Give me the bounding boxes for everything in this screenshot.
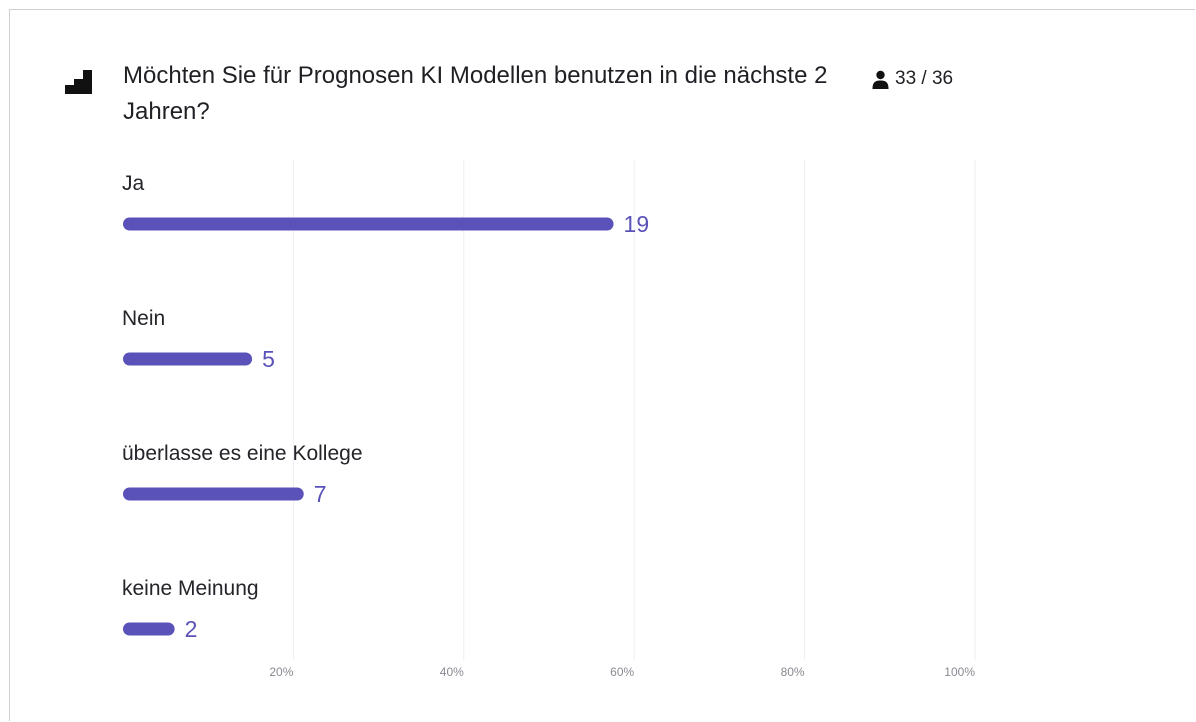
poll-question: Möchten Sie für Prognosen KI Modellen be… <box>123 62 828 125</box>
x-tick-label: 20% <box>269 665 293 679</box>
result-bar <box>123 622 175 636</box>
x-tick-label: 80% <box>781 665 805 679</box>
respondent-count-text: 33 / 36 <box>895 68 954 89</box>
result-bar <box>123 217 614 231</box>
bar-chart-icon <box>65 70 92 94</box>
respondent-count: 33 / 36 <box>872 66 953 92</box>
x-tick-label: 40% <box>440 665 464 679</box>
person-icon <box>872 70 889 89</box>
option-label: keine Meinung <box>122 577 259 600</box>
result-bar <box>123 352 253 366</box>
x-tick-label: 60% <box>610 665 634 679</box>
vote-count: 2 <box>185 616 198 642</box>
option-label: überlasse es eine Kollege <box>122 442 363 465</box>
result-bar <box>123 487 304 501</box>
vote-count: 5 <box>262 346 275 372</box>
x-tick-label: 100% <box>944 665 975 679</box>
vote-count: 7 <box>314 481 327 507</box>
option-label: Ja <box>122 172 145 195</box>
vote-count: 19 <box>624 211 650 237</box>
option-label: Nein <box>122 307 165 330</box>
